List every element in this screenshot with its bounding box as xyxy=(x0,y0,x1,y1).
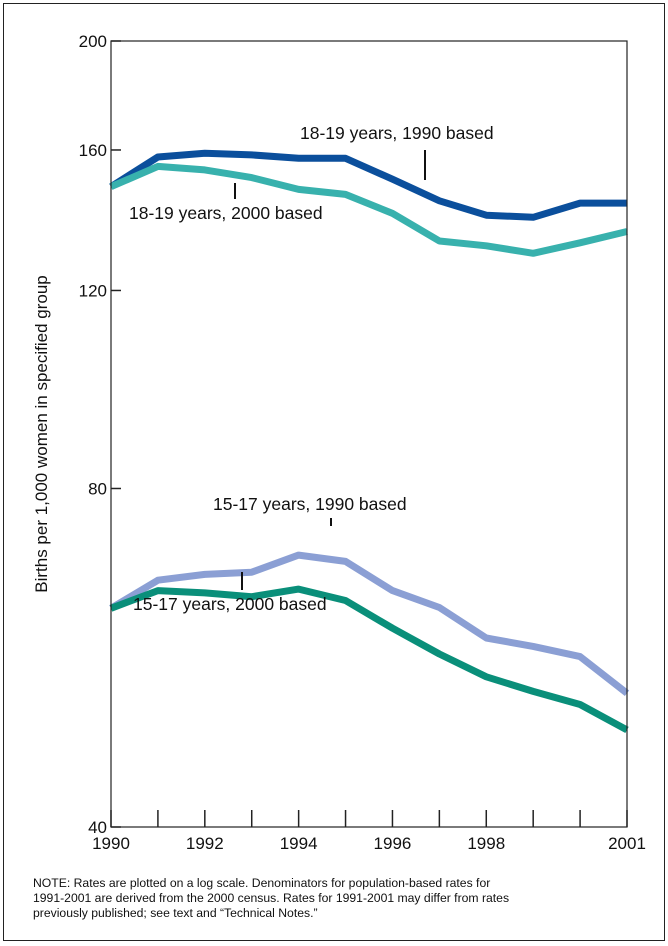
series-layer xyxy=(109,149,630,733)
y-tick-label: 200 xyxy=(79,32,107,51)
figure-frame xyxy=(3,3,665,941)
label-layer: 18-19 years, 1990 based 18-19 years, 2000… xyxy=(129,123,494,614)
series-label: 18-19 years, 2000 based xyxy=(129,203,323,223)
line-chart: 1990 1992 1994 1996 1998 2001 40 80 120 160 200 Bi… xyxy=(32,32,646,853)
series-label: 15-17 years, 1990 based xyxy=(213,494,407,514)
x-tick-label: 1998 xyxy=(467,834,505,853)
series-label: 18-19 years, 1990 based xyxy=(300,123,494,143)
x-tick-label: 1994 xyxy=(280,834,318,853)
y-axis-label: Births per 1,000 women in specified grou… xyxy=(32,275,51,593)
footnote-line: 1991-2001 are derived from the 2000 cens… xyxy=(33,891,510,905)
x-tick-label: 1992 xyxy=(186,834,224,853)
series-line-3 xyxy=(109,551,630,697)
footnote-line: NOTE: Rates are plotted on a log scale. … xyxy=(33,876,491,890)
series-label: 15-17 years, 2000 based xyxy=(133,594,327,614)
x-tick-label: 1996 xyxy=(374,834,412,853)
y-tick-label: 40 xyxy=(88,818,107,837)
series-line-4 xyxy=(109,585,629,733)
axes-layer: 1990 1992 1994 1996 1998 2001 40 80 120 160 200 xyxy=(79,32,646,853)
y-tick-label: 120 xyxy=(79,281,107,300)
plot-area xyxy=(110,40,628,828)
footnote: NOTE: Rates are plotted on a log scale. … xyxy=(33,876,658,921)
x-tick-label: 2001 xyxy=(608,834,646,853)
y-tick-label: 160 xyxy=(79,141,107,160)
series-line-1 xyxy=(109,149,627,221)
y-tick-label: 80 xyxy=(88,479,107,498)
x-tick-label: 1990 xyxy=(92,834,130,853)
footnote-line: previously published; see text and “Tech… xyxy=(33,906,318,920)
series-line-2 xyxy=(109,162,628,257)
